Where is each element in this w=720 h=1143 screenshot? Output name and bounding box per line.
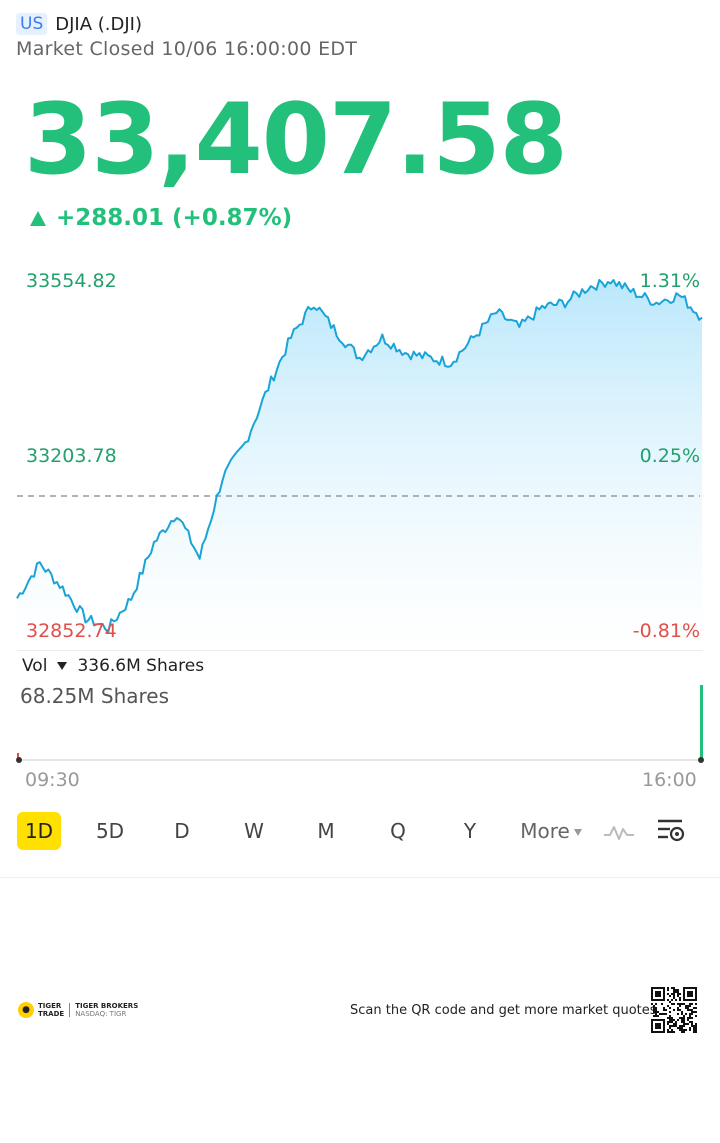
tab-m[interactable]: M [317, 819, 335, 843]
price-line [16, 279, 703, 633]
divider [17, 650, 703, 651]
tab-more[interactable]: More [516, 812, 586, 850]
caret-down-icon [573, 829, 582, 836]
pct-axis-high: 1.31% [639, 270, 700, 292]
quote-card: US DJIA (.DJI) Market Closed 10/06 16:00… [0, 10, 720, 878]
time-end: 16:00 [642, 769, 697, 791]
tab-w[interactable]: W [244, 819, 264, 843]
footer: ● TIGER TRADE TIGER BROKERS NASDAQ: TIGR… [0, 980, 720, 1040]
change-value: +288.01 (+0.87%) [56, 205, 293, 231]
qr-code-icon[interactable] [651, 987, 697, 1033]
market-status: Market Closed 10/06 16:00:00 EDT [16, 38, 358, 60]
chart-settings-icon[interactable] [656, 817, 686, 845]
pct-axis-mid: 0.25% [639, 445, 700, 467]
tab-q[interactable]: Q [390, 819, 406, 843]
volume-bar-open [17, 753, 19, 760]
scan-text: Scan the QR code and get more market quo… [350, 1003, 657, 1018]
volume-label: Vol [22, 656, 48, 676]
price-area [17, 280, 702, 650]
tab-d[interactable]: D [174, 819, 190, 843]
time-start: 09:30 [25, 769, 80, 791]
volume-selector[interactable]: Vol 336.6M Shares [22, 654, 204, 678]
pct-axis-low: -0.81% [632, 620, 700, 642]
tiger-logo-icon: ● [18, 1002, 34, 1018]
price-change: +288.01 (+0.87%) [30, 202, 292, 234]
y-axis-low: 32852.74 [26, 620, 117, 642]
y-axis-high: 33554.82 [26, 270, 117, 292]
volume-chart [16, 685, 704, 763]
volume-max: 68.25M Shares [20, 684, 170, 708]
up-arrow-icon [30, 210, 46, 226]
tab-5d[interactable]: 5D [95, 819, 125, 843]
more-label: More [520, 819, 570, 843]
volume-total: 336.6M Shares [77, 656, 205, 676]
period-tabs: 1D 5D D W M Q Y More [17, 811, 707, 851]
caret-down-icon [57, 662, 68, 670]
price-line-chart [16, 279, 703, 650]
volume-bar-close [700, 685, 703, 760]
intraday-chart[interactable]: 33554.82 33203.78 32852.74 1.31% 0.25% -… [0, 262, 720, 652]
brand-logo: ● TIGER TRADE TIGER BROKERS NASDAQ: TIGR [18, 1002, 138, 1018]
tab-1d[interactable]: 1D [17, 812, 61, 850]
last-price: 33,407.58 [24, 83, 568, 197]
y-axis-mid: 33203.78 [26, 445, 117, 467]
tab-y[interactable]: Y [463, 819, 477, 843]
header-row: US DJIA (.DJI) [16, 10, 142, 38]
market-badge: US [16, 13, 48, 35]
indicator-icon[interactable] [602, 819, 636, 843]
ticker-name[interactable]: DJIA (.DJI) [55, 13, 142, 35]
